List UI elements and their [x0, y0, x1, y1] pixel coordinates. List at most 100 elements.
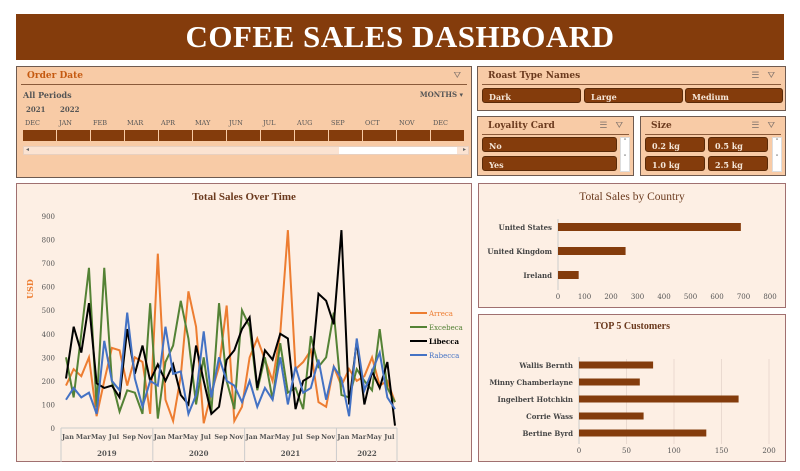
x-tick-label: 50: [622, 447, 631, 455]
loyalty-scrollbar[interactable]: ˄ ˅: [620, 137, 630, 172]
x-tick-label: 700: [737, 293, 750, 301]
size-title: Size: [651, 121, 672, 131]
chart-title: Total Sales by Country: [579, 191, 685, 203]
x-month-label: Jan: [61, 433, 74, 441]
roast-slicer: Roast Type Names ☰ ⛛ Dark Large Medium: [477, 66, 786, 111]
x-month-label: Jul: [200, 433, 212, 441]
category-label: Wallis Bernth: [518, 361, 573, 370]
roast-dark-button[interactable]: Dark: [482, 88, 581, 103]
timeline-title: Order Date: [27, 71, 83, 81]
timeline-month-cell[interactable]: [261, 130, 295, 141]
timeline-scrollbar[interactable]: ◂ ▸: [23, 146, 469, 155]
loyalty-yes-button[interactable]: Yes: [482, 156, 617, 171]
timeline-month-cell[interactable]: [23, 130, 57, 141]
bar: [558, 223, 741, 231]
x-month-label: Jul: [383, 433, 395, 441]
timeline-month-cell[interactable]: [295, 130, 329, 141]
timeline-month-label: OCT: [365, 119, 380, 127]
size-1.0kg-button[interactable]: 1.0 kg: [645, 156, 705, 171]
roast-title: Roast Type Names: [488, 71, 581, 81]
loyalty-title: Loyality Card: [488, 121, 555, 131]
x-tick-label: 200: [762, 447, 775, 455]
roast-large-button[interactable]: Large: [584, 88, 683, 103]
roast-medium-button[interactable]: Medium: [685, 88, 783, 103]
size-0.5kg-button[interactable]: 0.5 kg: [708, 137, 768, 152]
y-tick-label: 0: [51, 425, 55, 433]
multi-select-icon[interactable]: ☰: [599, 121, 608, 131]
x-year-label: 2020: [189, 449, 209, 458]
granularity-dropdown[interactable]: MONTHS ▾: [419, 90, 463, 99]
y-tick-label: 900: [42, 213, 55, 221]
timeline-month-cell[interactable]: [193, 130, 227, 141]
timeline-month-label: AUG: [297, 119, 313, 127]
x-month-label: Nov: [137, 433, 151, 441]
timeline-month-cell[interactable]: [57, 130, 91, 141]
x-tick-label: 0: [577, 447, 581, 455]
category-label: Ingelbert Hotchkin: [497, 395, 573, 404]
x-month-label: Nov: [229, 433, 243, 441]
timeline-month-cell[interactable]: [397, 130, 431, 141]
x-year-label: 2021: [281, 449, 301, 458]
x-month-label: Jul: [291, 433, 303, 441]
bar: [579, 378, 640, 386]
timeline-month-label: DEC: [433, 119, 448, 127]
timeline-month-label: MAY: [195, 119, 211, 127]
x-tick-label: 100: [578, 293, 591, 301]
timeline-month-cell[interactable]: [431, 130, 465, 141]
x-month-label: Nov: [321, 433, 335, 441]
multi-select-icon[interactable]: ☰: [751, 121, 760, 131]
timeline-month-cell[interactable]: [159, 130, 193, 141]
y-tick-label: 500: [42, 307, 55, 315]
timeline-month-label: DEC: [25, 119, 40, 127]
size-0.2kg-button[interactable]: 0.2 kg: [645, 137, 705, 152]
x-month-label: Sep: [123, 433, 137, 441]
legend-label: Arreca: [428, 310, 453, 318]
bar: [579, 429, 707, 437]
loyalty-no-button[interactable]: No: [482, 137, 617, 152]
year-2022: 2022: [60, 105, 80, 114]
bar: [579, 412, 644, 420]
size-scrollbar[interactable]: ˄ ˅: [772, 137, 782, 172]
clear-filter-icon[interactable]: ⛛: [615, 121, 623, 131]
scroll-left-icon[interactable]: ◂: [26, 146, 30, 153]
top-customers-panel: TOP 5 Customers 0 50 100 150 200 Wallis Bernt…: [478, 314, 786, 462]
chart-title: TOP 5 Customers: [594, 321, 670, 332]
clear-filter-icon[interactable]: ⛛: [767, 71, 775, 81]
timeline-month-label: JUL: [263, 119, 276, 127]
multi-select-icon[interactable]: ☰: [751, 71, 760, 81]
timeline-month-label: FEB: [93, 119, 108, 127]
series-line-rabecca: [65, 312, 396, 418]
x-month-label: Mar: [76, 433, 91, 441]
y-tick-label: 600: [42, 284, 55, 292]
timeline-month-label: NOV: [399, 119, 415, 127]
x-month-label: Mar: [351, 433, 366, 441]
dashboard-title: COFEE SALES DASHBOARD: [16, 14, 784, 60]
bar: [558, 247, 626, 255]
x-month-label: Jan: [336, 433, 349, 441]
x-tick-label: 500: [684, 293, 697, 301]
bar: [579, 361, 654, 369]
timeline-month-label: APR: [161, 119, 175, 127]
timeline-selection-bar[interactable]: [23, 130, 465, 141]
loyalty-slicer: Loyality Card ☰ ⛛ No Yes ˄ ˅: [477, 116, 634, 176]
clear-filter-icon[interactable]: ⛛: [453, 71, 461, 81]
timeline-month-cell[interactable]: [91, 130, 125, 141]
order-date-timeline[interactable]: Order Date ⛛ All Periods MONTHS ▾ 2021 20…: [16, 66, 472, 178]
category-label: Ireland: [523, 271, 552, 280]
size-2.5kg-button[interactable]: 2.5 kg: [708, 156, 768, 171]
timeline-month-cell[interactable]: [125, 130, 159, 141]
timeline-month-cell[interactable]: [329, 130, 363, 141]
timeline-month-cell[interactable]: [363, 130, 397, 141]
chart-title: Total Sales Over Time: [192, 191, 296, 203]
y-tick-label: 200: [42, 378, 55, 386]
scroll-right-icon[interactable]: ▸: [462, 146, 466, 153]
x-tick-label: 600: [710, 293, 723, 301]
clear-filter-icon[interactable]: ⛛: [767, 121, 775, 131]
scroll-thumb[interactable]: [339, 147, 457, 154]
x-month-label: May: [366, 433, 381, 441]
legend-label: Excebeca: [429, 324, 463, 332]
timeline-month-cell[interactable]: [227, 130, 261, 141]
bar: [579, 395, 739, 403]
y-tick-label: 400: [42, 331, 55, 339]
